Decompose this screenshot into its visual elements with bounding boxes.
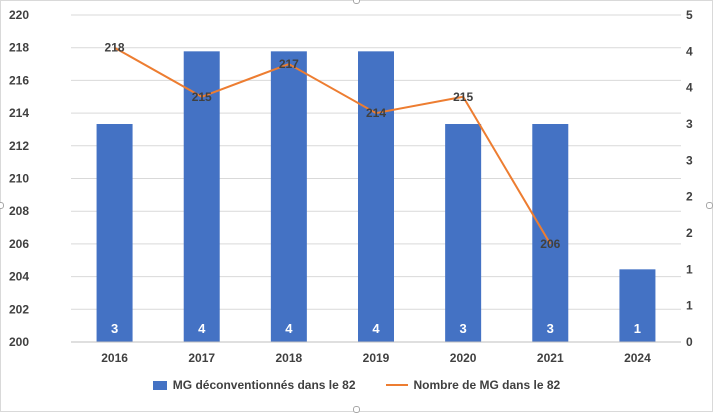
bar	[445, 124, 482, 342]
y-left-tick-label: 206	[9, 237, 29, 251]
y-right-tick-label: 5	[686, 8, 693, 22]
x-tick-label: 2016	[101, 351, 128, 365]
line-series	[114, 46, 552, 245]
axes: 2002022042062082102122142162182200112233…	[9, 8, 693, 365]
bar	[619, 269, 656, 342]
bar	[183, 51, 220, 342]
bar-series	[96, 51, 656, 342]
legend: MG déconventionnés dans le 82 Nombre de …	[0, 378, 713, 392]
legend-label-bars: MG déconventionnés dans le 82	[172, 378, 356, 392]
data-labels: 3 4 4 4 3 3 1 218 215 217 214 215 206	[105, 41, 641, 336]
y-left-tick-label: 202	[9, 302, 29, 316]
bar-data-label: 3	[460, 321, 467, 336]
bar	[96, 124, 133, 342]
resize-handle-top[interactable]	[353, 0, 360, 4]
bar-data-label: 4	[198, 321, 206, 336]
bar-data-label: 4	[285, 321, 293, 336]
y-left-tick-label: 212	[9, 139, 29, 153]
bar-data-label: 3	[111, 321, 118, 336]
x-tick-label: 2024	[624, 351, 651, 365]
bar	[532, 124, 569, 342]
y-right-tick-label: 3	[686, 117, 693, 131]
line-data-label: 215	[453, 90, 473, 104]
x-tick-label: 2021	[537, 351, 564, 365]
bar-data-label: 1	[634, 321, 641, 336]
bar-data-label: 4	[372, 321, 380, 336]
line-data-label: 214	[366, 106, 386, 120]
line-data-label: 206	[540, 237, 560, 251]
resize-handle-left[interactable]	[0, 202, 4, 209]
y-right-tick-label: 1	[686, 262, 693, 276]
legend-swatch-line	[385, 384, 408, 386]
y-left-tick-label: 216	[9, 73, 29, 87]
line-data-label: 215	[192, 90, 212, 104]
x-tick-label: 2018	[276, 351, 303, 365]
bar	[270, 51, 307, 342]
y-right-tick-label: 0	[686, 335, 693, 349]
bar-data-label: 3	[547, 321, 554, 336]
legend-swatch-bar	[152, 380, 167, 390]
legend-label-line: Nombre de MG dans le 82	[413, 378, 561, 392]
y-left-tick-label: 218	[9, 41, 29, 55]
y-right-tick-label: 2	[686, 226, 693, 240]
line-data-label: 218	[105, 41, 125, 55]
y-left-tick-label: 214	[9, 106, 29, 120]
line-data-label: 217	[279, 57, 299, 71]
legend-item-bars[interactable]: MG déconventionnés dans le 82	[152, 378, 356, 392]
y-right-tick-label: 4	[686, 81, 693, 95]
x-tick-label: 2020	[450, 351, 477, 365]
bar	[358, 51, 394, 342]
x-tick-label: 2017	[188, 351, 215, 365]
legend-item-line[interactable]: Nombre de MG dans le 82	[385, 378, 561, 392]
y-left-tick-label: 208	[9, 204, 29, 218]
y-right-tick-label: 1	[686, 299, 693, 313]
y-right-tick-label: 2	[686, 190, 693, 204]
y-left-tick-label: 200	[9, 335, 29, 349]
x-tick-label: 2019	[363, 351, 390, 365]
line-path	[114, 46, 552, 245]
y-right-tick-label: 3	[686, 153, 693, 167]
y-left-tick-label: 204	[9, 270, 29, 284]
y-left-tick-label: 210	[9, 172, 29, 186]
y-left-tick-label: 220	[9, 8, 29, 22]
y-right-tick-label: 4	[686, 44, 693, 58]
